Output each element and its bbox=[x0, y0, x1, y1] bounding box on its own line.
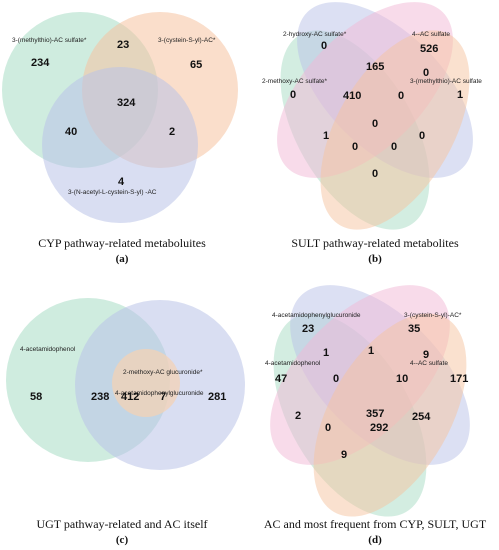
set-label: 2-hydroxy-AC sulfate* bbox=[283, 31, 347, 38]
region-count: 281 bbox=[208, 391, 226, 403]
region-count: 10 bbox=[396, 373, 408, 385]
region-count: 0 bbox=[391, 141, 397, 153]
region-count: 23 bbox=[117, 39, 129, 51]
region-count: 0 bbox=[419, 130, 425, 142]
region-count: 165 bbox=[366, 61, 384, 73]
region-count: 254 bbox=[412, 411, 431, 423]
set-label: 4-acetamidophenylglucuronide bbox=[115, 390, 204, 397]
region-count: 0 bbox=[290, 89, 296, 101]
region-count: 357 bbox=[366, 408, 384, 420]
set-label: 4-acetamidophenylglucuronide bbox=[272, 312, 361, 319]
panel-caption: CYP pathway-related metaboluites bbox=[38, 236, 206, 250]
region-count: 58 bbox=[30, 391, 42, 403]
region-count: 35 bbox=[408, 323, 420, 335]
panel-letter: (c) bbox=[116, 534, 129, 546]
region-count: 65 bbox=[190, 59, 202, 71]
region-count: 171 bbox=[450, 373, 468, 385]
venn-set-2-methoxy-ac-glucuronide bbox=[112, 349, 180, 417]
set-label: 3-(cystein-S-yl)-AC* bbox=[158, 37, 216, 44]
venn-set-4-ac-sulfate bbox=[313, 313, 467, 517]
region-count: 1 bbox=[323, 347, 329, 359]
region-count: 0 bbox=[398, 90, 404, 102]
panel-letter: (a) bbox=[116, 253, 129, 265]
region-count: 238 bbox=[91, 391, 109, 403]
venn-set-n-acetyl-cystein-ac bbox=[42, 67, 198, 223]
set-label: 4-acetamidophenol bbox=[20, 346, 76, 353]
region-count: 7 bbox=[160, 391, 166, 403]
venn-set-3-methylthio-ac-sulfate bbox=[320, 30, 470, 230]
panel-caption: UGT pathway-related and AC itself bbox=[36, 517, 207, 531]
region-count: 1 bbox=[457, 89, 463, 101]
set-label: 4--AC sulfate bbox=[412, 31, 450, 38]
region-count: 526 bbox=[420, 43, 438, 55]
region-count: 412 bbox=[121, 391, 139, 403]
region-count: 324 bbox=[117, 97, 136, 109]
panel-d: 4-acetamidophenylglucuronide 3-(cystein-… bbox=[264, 285, 487, 546]
panel-letter: (b) bbox=[368, 253, 382, 265]
panel-caption: SULT pathway-related metabolites bbox=[291, 236, 459, 250]
region-count: 0 bbox=[321, 40, 327, 52]
region-count: 410 bbox=[343, 90, 361, 102]
set-label: 3-(cystein-S-yl)-AC* bbox=[404, 312, 462, 319]
region-count: 0 bbox=[325, 422, 331, 434]
region-count: 9 bbox=[341, 449, 347, 461]
region-count: 292 bbox=[370, 422, 388, 434]
panel-letter: (d) bbox=[368, 534, 382, 546]
panel-a: 3-(methylthio)-AC sulfate* 3-(cystein-S-… bbox=[2, 12, 238, 265]
region-count: 0 bbox=[372, 168, 378, 180]
set-label: 3-(methylthio)-AC sulfate* bbox=[12, 37, 87, 44]
set-label: 4-acetamidophenol bbox=[265, 360, 321, 367]
panel-caption: AC and most frequent from CYP, SULT, UGT bbox=[264, 517, 487, 531]
set-label: 4--AC sulfate bbox=[410, 360, 448, 367]
region-count: 4 bbox=[118, 176, 125, 188]
region-count: 0 bbox=[372, 118, 378, 130]
set-label: 2-methoxy-AC sulfate* bbox=[262, 78, 327, 85]
region-count: 2 bbox=[169, 126, 175, 138]
region-count: 1 bbox=[323, 130, 329, 142]
set-label: 3-(methylthio)-AC sulfate bbox=[410, 78, 482, 85]
region-count: 9 bbox=[423, 349, 429, 361]
panel-b: 2-hydroxy-AC sulfate* 4--AC sulfate 2-me… bbox=[262, 2, 482, 265]
region-count: 1 bbox=[368, 345, 374, 357]
set-label: 2-methoxy-AC glucuronide* bbox=[123, 369, 203, 376]
region-count: 2 bbox=[295, 410, 301, 422]
region-count: 0 bbox=[333, 373, 339, 385]
region-count: 0 bbox=[352, 141, 358, 153]
region-count: 40 bbox=[65, 126, 77, 138]
region-count: 47 bbox=[275, 373, 287, 385]
region-count: 23 bbox=[302, 323, 314, 335]
panel-c: 4-acetamidophenol 2-methoxy-AC glucuroni… bbox=[6, 298, 245, 546]
set-label: 3-(N-acetyl-L-cystein-S-yl) -AC bbox=[68, 189, 157, 196]
region-count: 0 bbox=[423, 67, 429, 79]
region-count: 234 bbox=[31, 57, 50, 69]
